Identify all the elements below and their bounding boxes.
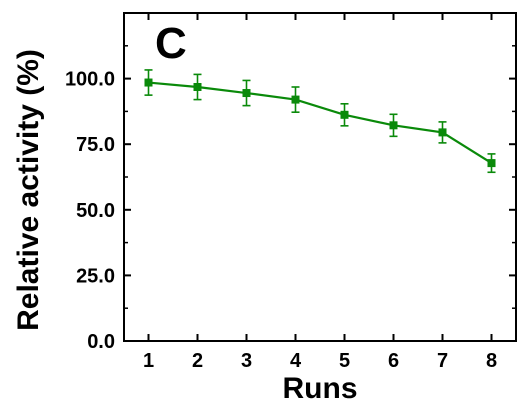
series-line [148, 81, 493, 165]
x-tick-label: 8 [486, 350, 497, 372]
data-point [340, 110, 349, 119]
panel-label: C [155, 19, 187, 68]
data-point [487, 159, 496, 168]
y-tick-label: 100.0 [65, 69, 115, 91]
x-axis-title: Runs [283, 372, 358, 405]
x-tick-label: 4 [290, 350, 302, 372]
x-tick-label: 5 [339, 350, 350, 372]
x-tick-label: 3 [241, 350, 252, 372]
y-tick-label: 0.0 [87, 331, 115, 353]
y-tick-label: 50.0 [76, 200, 115, 222]
data-point [144, 78, 153, 87]
ticks-layer: 0.0 25.0 50.0 75.0 100.0 1 2 3 4 5 6 7 8 [65, 13, 516, 372]
data-point [242, 89, 251, 98]
data-point [291, 95, 300, 104]
y-tick-label: 25.0 [76, 265, 115, 287]
x-tick-label: 1 [143, 350, 154, 372]
data-point [389, 121, 398, 130]
data-point [193, 82, 202, 91]
y-axis-title: Relative activity (%) [12, 49, 45, 331]
x-tick-label: 6 [388, 350, 399, 372]
series-layer [144, 69, 496, 174]
x-tick-label: 2 [192, 350, 203, 372]
data-point [438, 128, 447, 137]
x-tick-label: 7 [437, 350, 448, 372]
y-tick-label: 75.0 [76, 134, 115, 156]
